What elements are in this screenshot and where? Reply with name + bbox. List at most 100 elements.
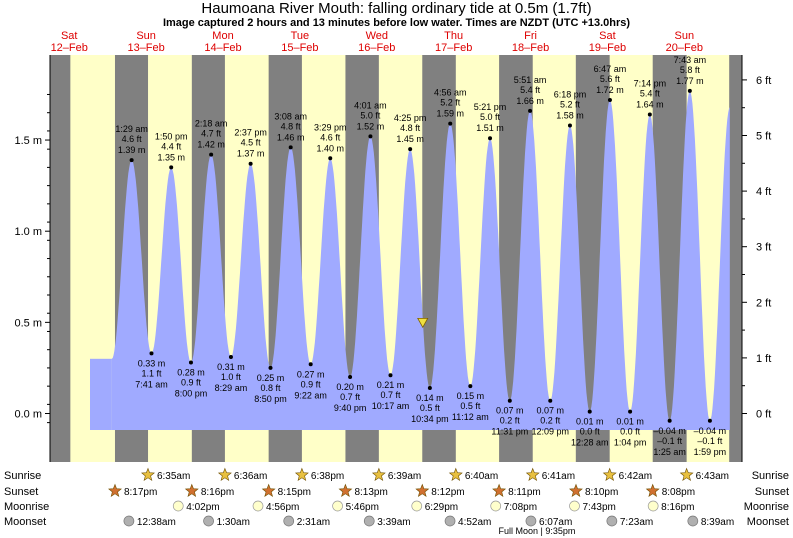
- moonset-icon: [525, 515, 537, 527]
- day-date: 20–Feb: [666, 42, 703, 54]
- sunset-time: 8:13pm: [354, 487, 387, 498]
- right-tick-label: 4 ft: [756, 186, 771, 198]
- moonset-time: 8:39am: [701, 517, 734, 528]
- low-tide-feet: –0.1 ft: [657, 436, 683, 446]
- sunset-icon: [645, 483, 660, 497]
- low-tide-metres: 0.07 m: [496, 406, 524, 416]
- day-date: 13–Feb: [127, 42, 164, 54]
- high-tide-point: [169, 165, 174, 170]
- moonrise-time: 4:02pm: [186, 502, 219, 513]
- low-tide-feet: 0.0 ft: [580, 427, 601, 437]
- moonset-time: 12:38am: [137, 517, 176, 528]
- moonset-row-label-right: Moonset: [747, 516, 789, 528]
- low-tide-feet: –0.1 ft: [697, 436, 723, 446]
- sunset-time: 8:08pm: [662, 487, 695, 498]
- high-tide-point: [129, 158, 134, 163]
- chart-title: Haumoana River Mouth: falling ordinary t…: [201, 0, 592, 17]
- sunset-time: 8:10pm: [585, 487, 618, 498]
- low-tide-point: [707, 418, 712, 423]
- high-tide-metres: 1.72 m: [596, 85, 624, 95]
- low-tide-feet: 1.0 ft: [221, 372, 242, 382]
- sunrise-time: 6:40am: [465, 471, 498, 482]
- day-name: Mon: [212, 30, 233, 42]
- high-tide-point: [448, 121, 453, 126]
- low-tide-feet: 0.9 ft: [301, 379, 322, 389]
- night-band: [729, 55, 742, 462]
- sunrise-icon: [448, 467, 463, 481]
- high-tide-time: 7:43 am: [674, 55, 707, 65]
- sunset-icon: [492, 483, 507, 497]
- day-date: 14–Feb: [204, 42, 241, 54]
- sunrise-time: 6:38pm: [311, 471, 344, 482]
- moonrise-icon: [411, 500, 423, 512]
- sunset-row-label-left: Sunset: [4, 486, 38, 498]
- moonrise-time: 7:43pm: [583, 502, 616, 513]
- moonset-icon: [283, 515, 295, 527]
- high-tide-feet: 5.0 ft: [480, 112, 501, 122]
- high-tide-time: 1:50 pm: [155, 131, 188, 141]
- low-tide-metres: 0.27 m: [297, 369, 325, 379]
- high-tide-metres: 1.39 m: [118, 145, 146, 155]
- high-tide-point: [647, 112, 652, 117]
- low-tide-metres: 0.28 m: [177, 367, 205, 377]
- moonrise-time: 7:08pm: [504, 502, 537, 513]
- high-tide-time: 3:29 pm: [314, 122, 347, 132]
- low-tide-feet: 0.2 ft: [540, 416, 561, 426]
- high-tide-feet: 4.6 ft: [320, 132, 341, 142]
- right-tick-label: 5 ft: [756, 131, 771, 143]
- sunrise-icon: [217, 467, 232, 481]
- moonset-icon: [687, 515, 699, 527]
- low-tide-point: [348, 375, 353, 380]
- sunrise-time: 6:36am: [234, 471, 267, 482]
- high-tide-time: 2:18 am: [195, 119, 228, 129]
- low-tide-time: 8:00 pm: [175, 388, 208, 398]
- sunset-icon: [184, 483, 199, 497]
- low-tide-metres: 0.31 m: [217, 362, 245, 372]
- high-tide-metres: 1.46 m: [277, 132, 305, 142]
- moonrise-icon: [252, 500, 264, 512]
- low-tide-point: [587, 409, 592, 414]
- sunrise-icon: [141, 467, 155, 481]
- low-tide-time: 11:31 pm: [491, 427, 528, 437]
- low-tide-metres: 0.15 m: [457, 391, 485, 401]
- high-tide-point: [488, 136, 493, 141]
- high-tide-point: [248, 161, 253, 166]
- day-name: Sun: [136, 30, 156, 42]
- sunset-icon: [108, 483, 122, 497]
- moonrise-row-label-left: Moonrise: [4, 501, 49, 513]
- moonrise-row-label-right: Moonrise: [744, 501, 789, 513]
- low-tide-point: [308, 362, 313, 367]
- day-name: Sat: [599, 30, 616, 42]
- low-tide-feet: 0.2 ft: [500, 416, 521, 426]
- low-tide-point: [228, 354, 233, 359]
- low-tide-time: 8:29 am: [215, 383, 248, 393]
- moonrise-time: 4:56pm: [266, 502, 299, 513]
- low-tide-point: [667, 418, 672, 423]
- day-name: Tue: [291, 30, 310, 42]
- left-tick-label: 1.5 m: [14, 135, 42, 147]
- moonrise-icon: [647, 500, 659, 512]
- day-name: Wed: [366, 30, 388, 42]
- high-tide-metres: 1.37 m: [237, 149, 265, 159]
- low-tide-metres: 0.01 m: [616, 417, 644, 427]
- sunrise-row-label-right: Sunrise: [752, 470, 789, 482]
- high-tide-feet: 4.7 ft: [201, 129, 222, 139]
- high-tide-time: 6:18 pm: [554, 89, 587, 99]
- low-tide-feet: 1.1 ft: [141, 368, 162, 378]
- day-date: 16–Feb: [358, 42, 395, 54]
- high-tide-metres: 1.77 m: [676, 76, 704, 86]
- moonset-time: 2:31am: [297, 517, 330, 528]
- high-tide-metres: 1.42 m: [197, 140, 225, 150]
- moonset-icon: [444, 515, 456, 527]
- low-tide-point: [388, 373, 393, 378]
- moonset-time: 1:30am: [217, 517, 250, 528]
- sunrise-time: 6:39am: [388, 471, 421, 482]
- high-tide-metres: 1.64 m: [636, 100, 664, 110]
- sunrise-time: 6:42am: [619, 471, 652, 482]
- high-tide-time: 4:01 am: [354, 100, 387, 110]
- high-tide-feet: 5.6 ft: [600, 74, 621, 84]
- day-date: 19–Feb: [589, 42, 626, 54]
- high-tide-time: 2:37 pm: [234, 128, 267, 138]
- high-tide-time: 7:14 pm: [634, 79, 667, 89]
